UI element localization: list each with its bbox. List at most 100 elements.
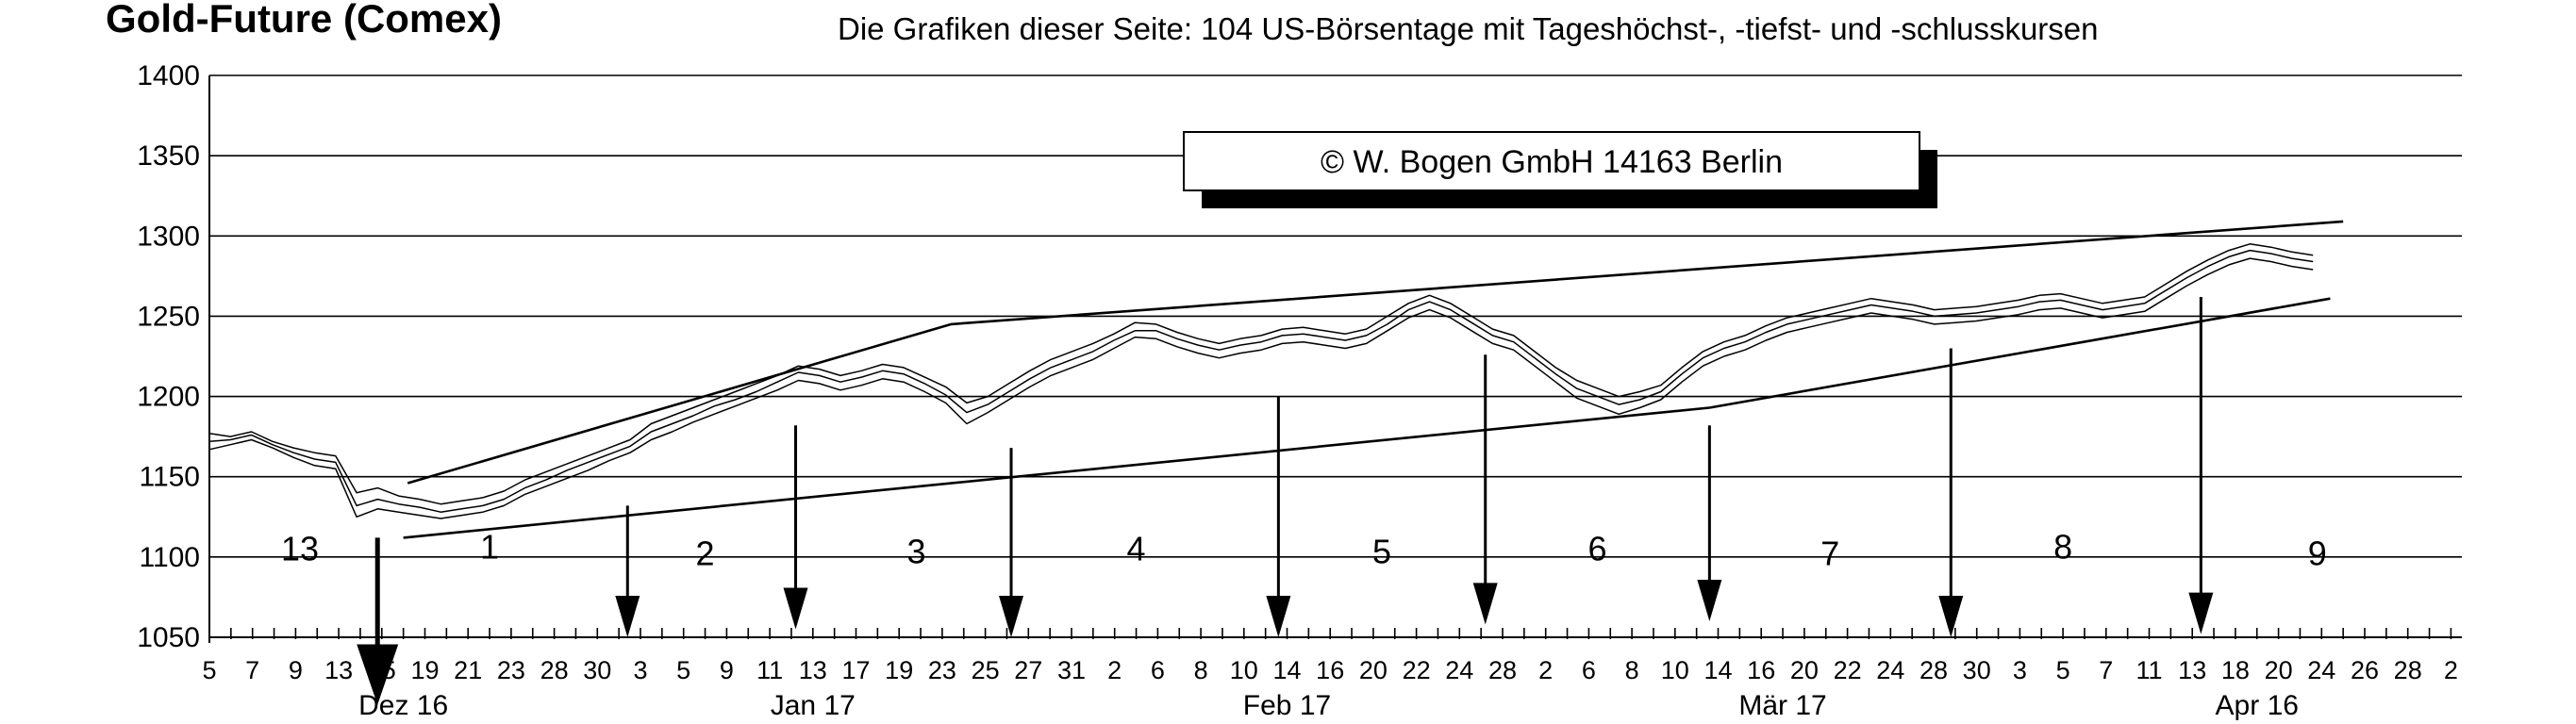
x-tick-label: 19 (410, 656, 439, 684)
chart-title: Gold-Future (Comex) (106, 0, 502, 41)
x-tick-label: 10 (1661, 656, 1689, 684)
x-tick-label: 14 (1272, 656, 1301, 684)
x-tick-label: 13 (2178, 656, 2206, 684)
cycle-label: 5 (1372, 533, 1391, 571)
x-tick-label: 26 (2351, 656, 2379, 684)
x-tick-label: 8 (1625, 656, 1639, 684)
x-tick-label: 6 (1582, 656, 1596, 684)
x-tick-label: 30 (1963, 656, 1991, 684)
x-tick-label: 24 (1445, 656, 1473, 684)
x-tick-label: 20 (1790, 656, 1819, 684)
x-tick-label: 2 (1538, 656, 1553, 684)
trendline (950, 220, 2344, 326)
y-axis: 1400 1350 1300 1250 1200 1150 1100 1050 (137, 60, 210, 653)
x-tick-label: 9 (720, 656, 734, 684)
x-tick-label: 17 (841, 656, 870, 684)
y-tick-label: 1150 (139, 462, 200, 493)
cycle-label: 9 (2308, 534, 2327, 572)
x-tick-label: 16 (1316, 656, 1344, 684)
x-tick-label: 9 (289, 656, 303, 684)
cycle-arrow-head (999, 596, 1024, 637)
cycle-arrow-head (615, 596, 640, 637)
cycle-label: 8 (2053, 528, 2072, 567)
x-tick-label: 27 (1014, 656, 1042, 684)
month-label: Apr 16 (2216, 690, 2299, 721)
cycle-label: 7 (1820, 534, 1839, 572)
copyright-text: © W. Bogen GmbH 14163 Berlin (1321, 144, 1783, 180)
chart-subtitle: Die Grafiken dieser Seite: 104 US-Börsen… (838, 11, 2099, 46)
y-tick-label: 1300 (137, 221, 200, 252)
x-tick-label: 13 (799, 656, 827, 684)
x-tick-label: 20 (1359, 656, 1388, 684)
x-tick-label: 28 (1488, 656, 1517, 684)
y-tick-label: 1250 (137, 301, 200, 332)
cycle-arrow-head (357, 644, 399, 705)
month-label: Jan 17 (771, 690, 856, 721)
month-label: Feb 17 (1243, 690, 1331, 721)
x-axis: 5791315192123283035911131719232527312681… (202, 628, 2462, 721)
month-label: Dez 16 (358, 690, 448, 721)
x-tick-label: 5 (202, 656, 216, 684)
month-label: Mär 17 (1738, 690, 1826, 721)
x-tick-label: 25 (972, 656, 1000, 684)
cycle-arrow-head (1472, 583, 1498, 625)
cycle-arrow-head (1266, 596, 1291, 637)
x-tick-label: 3 (633, 656, 647, 684)
x-tick-label: 22 (1834, 656, 1862, 684)
y-tick-label: 1400 (137, 60, 200, 91)
trendline (403, 406, 1710, 539)
x-tick-label: 21 (454, 656, 482, 684)
x-tick-label: 11 (2136, 656, 2162, 684)
x-tick-label: 24 (1876, 656, 1904, 684)
x-tick-label: 28 (540, 656, 569, 684)
copyright-box-frame (1183, 131, 1920, 191)
cycle-labels: 13 1 2 3 4 5 6 7 8 9 (281, 528, 2327, 573)
x-tick-label: 7 (245, 656, 259, 684)
cycle-label: 1 (480, 528, 499, 567)
cycle-arrow-head (1938, 596, 1964, 637)
cycle-arrows (357, 296, 2214, 705)
x-tick-label: 30 (583, 656, 611, 684)
x-tick-label: 23 (928, 656, 956, 684)
cycle-arrow-head (2188, 592, 2214, 634)
x-tick-label: 16 (1747, 656, 1775, 684)
x-tick-label: 28 (2394, 656, 2422, 684)
copyright-box: © W. Bogen GmbH 14163 Berlin (1183, 131, 1937, 208)
x-tick-label: 3 (2013, 656, 2027, 684)
x-tick-label: 13 (324, 656, 353, 684)
x-tick-label: 2 (1107, 656, 1122, 684)
x-tick-label: 5 (2056, 656, 2070, 684)
x-tick-label: 23 (497, 656, 525, 684)
x-tick-label: 5 (676, 656, 690, 684)
price-series (208, 243, 2314, 519)
x-tick-label: 31 (1057, 656, 1086, 684)
x-tick-label: 7 (2099, 656, 2113, 684)
x-tick-label: 24 (2307, 656, 2335, 684)
price-series-line-3 (208, 249, 2314, 513)
cycle-arrow-head (783, 587, 808, 630)
x-tick-label: 18 (2221, 656, 2250, 684)
cycle-label: 2 (696, 534, 715, 572)
x-tick-label: 28 (1920, 656, 1948, 684)
cycle-label: 13 (281, 529, 319, 568)
x-tick-label: 11 (756, 656, 783, 684)
cycle-label: 6 (1588, 529, 1607, 568)
x-tick-label: 2 (2444, 656, 2458, 684)
x-tick-label: 8 (1194, 656, 1208, 684)
y-tick-label: 1350 (137, 140, 200, 172)
y-tick-label: 1050 (137, 622, 200, 653)
price-series-line-2 (208, 257, 2314, 519)
price-series-line-1 (208, 243, 2314, 505)
y-tick-label: 1200 (137, 382, 200, 413)
x-tick-label: 22 (1403, 656, 1431, 684)
cycle-label: 3 (906, 533, 925, 571)
x-tick-label: 6 (1151, 656, 1165, 684)
cycle-label: 4 (1127, 529, 1146, 568)
x-tick-label: 10 (1230, 656, 1258, 684)
trendlines (403, 220, 2344, 539)
cycle-arrow-head (1697, 579, 1722, 621)
trendline (1709, 297, 2331, 409)
y-tick-label: 1100 (139, 542, 200, 573)
x-tick-label: 20 (2265, 656, 2293, 684)
